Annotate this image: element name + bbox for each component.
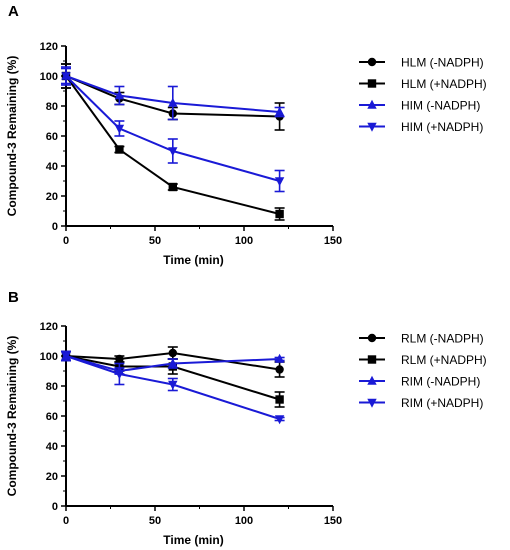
y-tick-label: 80 (46, 101, 58, 113)
x-tick-label: 50 (149, 515, 161, 527)
legend-label: RLM (-NADPH) (401, 332, 484, 346)
legend-entry: RIM (-NADPH) (359, 375, 480, 389)
legend-entry: RLM (+NADPH) (359, 353, 487, 367)
data-point-square (275, 395, 284, 404)
y-tick-label: 100 (40, 71, 58, 83)
legend-label: HIM (-NADPH) (401, 99, 480, 113)
x-axis-title: Time (min) (163, 253, 223, 267)
data-point-triangle-down (168, 147, 178, 157)
x-axis-title: Time (min) (163, 533, 223, 547)
legend-marker-triangle-down (367, 122, 377, 132)
legend-marker-circle (367, 57, 377, 67)
y-tick-label: 80 (46, 381, 58, 393)
series-rim-nadph (61, 350, 285, 425)
y-tick-label: 0 (52, 501, 58, 513)
data-point-triangle-up (274, 106, 285, 116)
legend-entry: HLM (+NADPH) (359, 77, 487, 91)
legend-label: HLM (+NADPH) (401, 77, 487, 91)
series-line (65, 75, 280, 113)
y-tick-label: 20 (46, 471, 58, 483)
legend-marker-circle (367, 333, 377, 343)
legend-entry: HIM (+NADPH) (359, 120, 483, 134)
data-point-square (275, 209, 284, 219)
panel-label: A (8, 3, 19, 20)
panel-b: B 0 20 40 60 80 100 120 0 50 100 150 Time (min) Compo… (5, 289, 487, 547)
data-point-circle (168, 348, 177, 358)
legend-entry: HIM (-NADPH) (359, 99, 480, 113)
legend-marker-square (367, 79, 377, 88)
data-point-square (168, 182, 177, 192)
series-line (65, 355, 280, 420)
legend-label: RIM (-NADPH) (401, 375, 480, 389)
data-point-circle (115, 354, 124, 364)
x-tick-label: 150 (324, 515, 342, 527)
y-tick-label: 60 (46, 411, 58, 423)
y-tick-label: 20 (46, 191, 58, 203)
y-axis-title: Compound-3 Remaining (%) (5, 56, 19, 217)
legend-marker-triangle-down (367, 398, 377, 408)
legend-label: RLM (+NADPH) (401, 353, 487, 367)
y-tick-label: 0 (52, 221, 58, 233)
y-tick-label: 120 (40, 321, 58, 333)
legend-marker-square (367, 355, 377, 364)
data-point-triangle-up (114, 90, 125, 100)
x-tick-label: 100 (235, 235, 253, 247)
data-point-triangle-up (168, 358, 178, 368)
series-line (65, 75, 280, 182)
legend-marker-triangle-up (367, 99, 377, 109)
panel-a: A 0 20 40 60 80 100 120 0 50 100 150 Time (min) Compo… (5, 3, 487, 267)
legend-entry: HLM (-NADPH) (359, 56, 484, 70)
data-point-triangle-up (274, 353, 285, 363)
legend-label: HIM (+NADPH) (401, 120, 483, 134)
data-point-square (115, 145, 124, 154)
data-point-triangle-down (274, 415, 285, 425)
legend-label: RIM (+NADPH) (401, 396, 483, 410)
data-point-triangle-up (168, 97, 178, 107)
data-point-triangle-down (114, 370, 125, 380)
y-tick-label: 100 (40, 351, 58, 363)
legend-entry: RLM (-NADPH) (359, 332, 484, 346)
x-tick-label: 150 (324, 235, 342, 247)
data-point-triangle-down (61, 352, 71, 362)
data-point-triangle-down (274, 177, 285, 187)
x-tick-label: 50 (149, 235, 161, 247)
y-tick-label: 60 (46, 131, 58, 143)
data-point-circle (275, 365, 284, 374)
data-point-triangle-down (168, 380, 178, 390)
series-him-nadph (61, 66, 285, 121)
series-hlm-nadph (61, 63, 285, 221)
series-line (65, 355, 280, 373)
series-line (65, 75, 280, 118)
legend-entry: RIM (+NADPH) (359, 396, 483, 410)
x-tick-label: 0 (63, 235, 69, 247)
y-tick-label: 120 (40, 41, 58, 53)
legend-marker-triangle-up (367, 375, 377, 385)
series-him-nadph (61, 67, 285, 193)
x-tick-label: 100 (235, 515, 253, 527)
y-axis-title: Compound-3 Remaining (%) (5, 336, 19, 497)
panel-label: B (8, 289, 19, 306)
x-tick-label: 0 (63, 515, 69, 527)
y-tick-label: 40 (46, 441, 58, 453)
data-point-triangle-down (114, 124, 125, 134)
data-point-triangle-down (61, 72, 71, 82)
series-line (65, 75, 280, 215)
y-tick-label: 40 (46, 161, 58, 173)
legend-label: HLM (-NADPH) (401, 56, 484, 70)
